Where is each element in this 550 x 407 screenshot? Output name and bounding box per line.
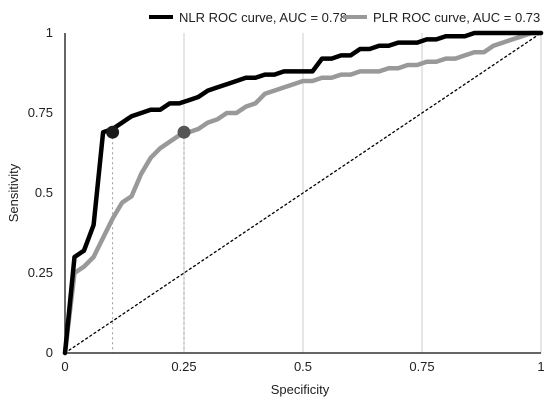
y-tick-label-4: 1	[46, 25, 53, 40]
x-tick-label-1: 0.25	[171, 359, 196, 374]
series-layer	[62, 30, 544, 356]
x-axis-title: Specificity	[271, 382, 330, 397]
y-tick-label-3: 0.75	[28, 105, 53, 120]
axis-layer	[64, 33, 541, 354]
legend-label-plr: PLR ROC curve, AUC = 0.73	[373, 10, 540, 25]
x-tick-label-3: 0.75	[409, 359, 434, 374]
chance-diagonal	[64, 32, 542, 354]
y-tick-label-0: 0	[46, 345, 53, 360]
x-tick-label-2: 0.5	[294, 359, 312, 374]
marker-layer	[106, 125, 191, 139]
nlr-roc-curve	[62, 30, 544, 356]
plr-roc-curve	[62, 30, 544, 356]
cutoff-point-1	[177, 125, 191, 139]
y-axis-title: Sensitivity	[6, 163, 21, 222]
legend-label-nlr: NLR ROC curve, AUC = 0.78	[179, 10, 347, 25]
y-tick-label-2: 0.5	[35, 185, 53, 200]
cutoff-point-0	[106, 125, 120, 139]
reference-line-layer	[112, 132, 185, 353]
y-tick-label-1: 0.25	[28, 265, 53, 280]
x-tick-label-0: 0	[61, 359, 68, 374]
tick-label-layer: 0 0.25 0.5 0.75 1 0 0.25 0.5 0.75 1	[28, 25, 545, 374]
legend: NLR ROC curve, AUC = 0.78 PLR ROC curve,…	[149, 10, 540, 25]
x-tick-label-4: 1	[537, 359, 544, 374]
